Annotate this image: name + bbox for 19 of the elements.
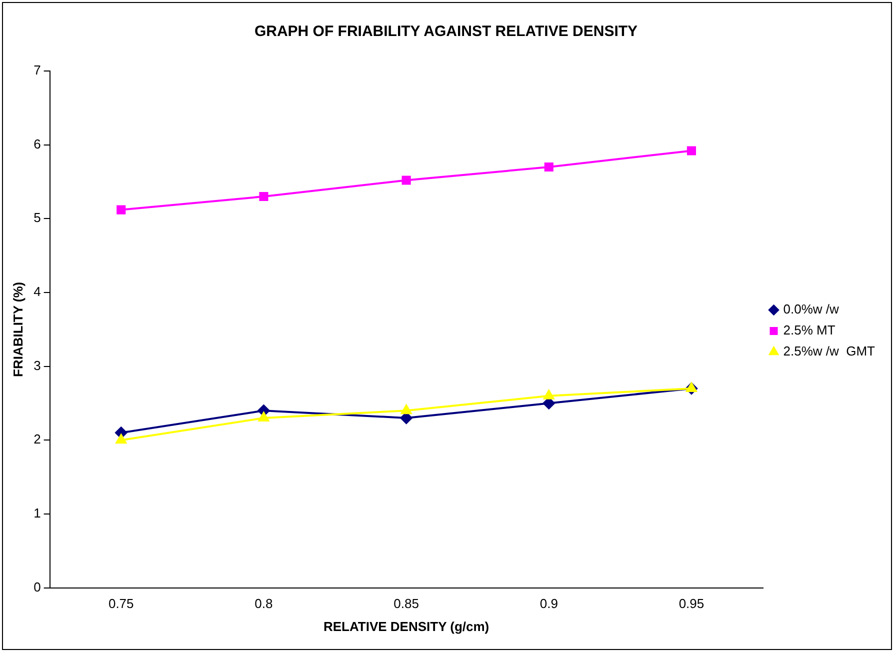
- y-axis-title: FRIABILITY (%): [10, 282, 26, 377]
- y-tick-label: 5: [34, 210, 41, 226]
- chart-title: GRAPH OF FRIABILITY AGAINST RELATIVE DENSITY: [254, 23, 638, 40]
- y-tick-label: 1: [34, 506, 41, 521]
- x-tick-label: 0.95: [678, 596, 704, 612]
- y-tick-label: 6: [34, 136, 41, 152]
- x-tick-label: 0.85: [394, 596, 419, 612]
- x-tick-label: 0.75: [108, 596, 134, 612]
- y-tick-label: 2: [34, 432, 41, 447]
- y-tick-label: 7: [34, 62, 41, 78]
- x-tick-label: 0.9: [540, 596, 558, 612]
- x-axis-title: RELATIVE DENSITY (g/cm): [323, 618, 490, 634]
- x-tick-label: 0.8: [254, 596, 273, 612]
- y-tick-label: 4: [34, 284, 41, 300]
- legend-label: 0.0%w /w: [783, 302, 840, 317]
- y-tick-label: 0: [34, 579, 41, 594]
- legend-label: 2.5% MT: [783, 322, 836, 338]
- y-tick-label: 3: [34, 358, 41, 373]
- legend-label: 2.5%w /w GMT: [783, 344, 876, 359]
